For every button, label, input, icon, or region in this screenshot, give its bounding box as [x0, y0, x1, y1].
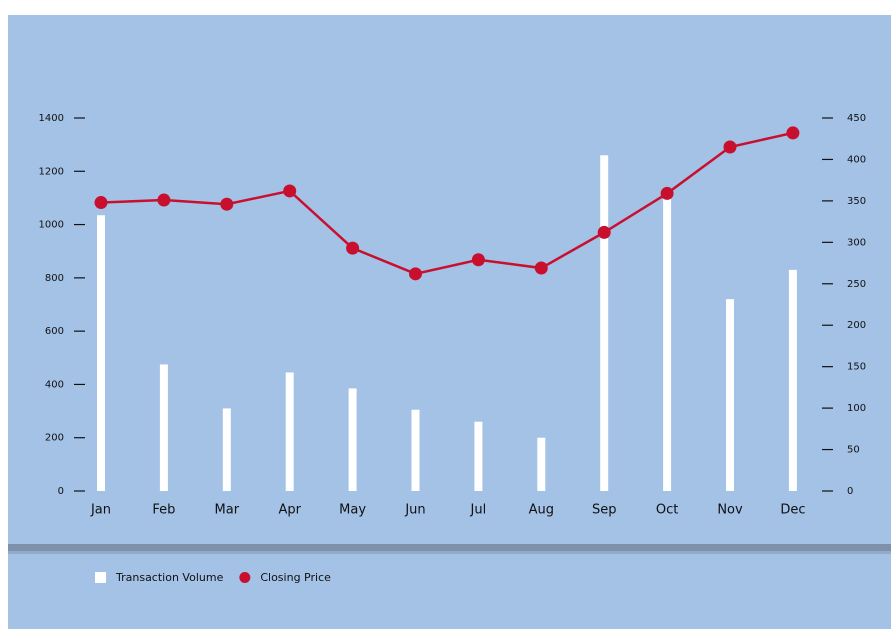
y-tick-label: 800 [45, 273, 64, 284]
x-tick-label: Sep [592, 503, 617, 518]
price-marker [157, 193, 171, 207]
x-tick-label: Apr [278, 503, 301, 518]
divider [8, 544, 891, 551]
price-marker [597, 225, 611, 239]
y-tick-label: 600 [45, 326, 64, 337]
bar [600, 155, 609, 492]
price-marker [94, 196, 108, 210]
y-tick-label: 1400 [39, 113, 64, 124]
bar [97, 215, 105, 491]
bar [411, 409, 420, 491]
bar [222, 408, 231, 491]
y2-tick-label: 200 [847, 320, 866, 331]
price-marker [534, 261, 548, 275]
y2-tick-label: 0 [847, 486, 853, 497]
x-tick-label: Nov [717, 503, 743, 518]
x-tick-label: Jan [90, 503, 111, 518]
price-marker [786, 126, 800, 140]
y-tick-label: 400 [45, 379, 64, 390]
bar [537, 437, 546, 491]
price-marker [660, 186, 674, 200]
x-tick-label: May [339, 503, 366, 518]
divider-shadow [8, 551, 891, 554]
y2-tick-label: 350 [847, 196, 866, 207]
price-marker [346, 241, 360, 255]
x-tick-label: Aug [529, 503, 554, 518]
legend-label: Closing Price [260, 571, 331, 584]
bar [348, 388, 357, 491]
y2-tick-label: 300 [847, 237, 866, 248]
price-marker [471, 253, 485, 267]
bar [285, 372, 294, 491]
bar [474, 421, 483, 491]
y2-tick-label: 400 [847, 154, 866, 165]
price-marker [220, 197, 234, 211]
y2-tick-label: 250 [847, 279, 866, 290]
price-line [100, 131, 794, 276]
price-marker [283, 184, 297, 198]
legend-swatch [239, 572, 251, 583]
y2-tick-label: 50 [847, 445, 860, 456]
y-tick-label: 0 [58, 486, 64, 497]
legend-swatch [95, 572, 106, 583]
x-tick-label: Oct [656, 503, 678, 518]
y-tick-label: 200 [45, 433, 64, 444]
bar [726, 299, 734, 491]
x-tick-label: Feb [152, 503, 175, 518]
y2-tick-label: 100 [847, 403, 866, 414]
x-tick-label: Mar [215, 503, 240, 518]
price-marker [723, 140, 737, 154]
x-tick-label: Jun [404, 503, 425, 518]
legend-label: Transaction Volume [115, 571, 224, 584]
bar [788, 269, 797, 491]
panel [8, 15, 891, 629]
bar [663, 195, 672, 491]
bar [159, 364, 168, 491]
y-tick-label: 1200 [39, 166, 64, 177]
y2-tick-label: 450 [847, 113, 866, 124]
x-tick-label: Jul [470, 503, 487, 518]
x-tick-label: Dec [780, 503, 805, 518]
y-tick-label: 1000 [39, 220, 64, 231]
price-marker [409, 267, 422, 281]
y2-tick-label: 150 [847, 362, 866, 373]
